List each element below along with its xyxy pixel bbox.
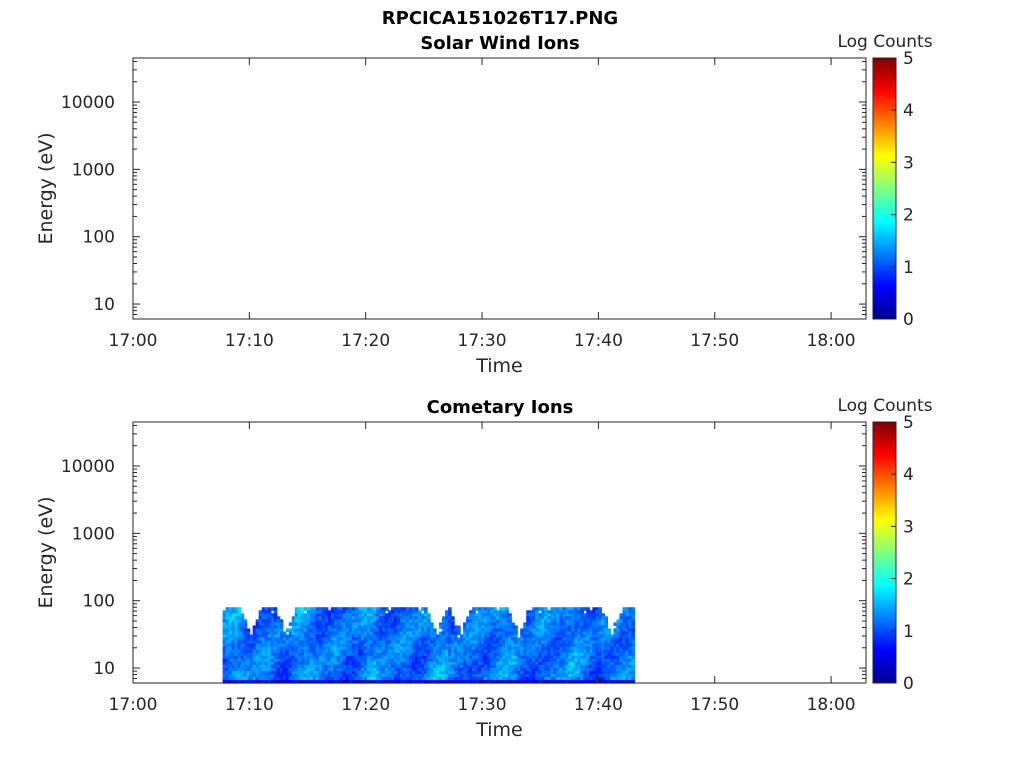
- colorbar-tick-label: 4: [903, 101, 914, 121]
- colorbar-tick-label: 0: [903, 674, 914, 694]
- colorbar-tick-label: 3: [903, 153, 914, 173]
- colorbar-tick-label: 5: [903, 49, 914, 69]
- y-tick-label: 1000: [72, 524, 115, 544]
- x-tick-label: 17:30: [458, 331, 507, 351]
- x-tick-label: 17:10: [225, 331, 274, 351]
- x-tick-label: 18:00: [807, 695, 856, 715]
- x-tick-label: 18:00: [807, 331, 856, 351]
- y-tick-label: 10: [93, 659, 115, 679]
- colorbar: [872, 421, 897, 684]
- panel-title: Cometary Ions: [427, 397, 574, 418]
- colorbar-tick-label: 2: [903, 206, 914, 226]
- colorbar-tick-label: 1: [903, 622, 914, 642]
- x-tick-label: 17:50: [690, 331, 739, 351]
- x-axis-label: Time: [475, 355, 523, 377]
- colorbar-tick-label: 0: [903, 310, 914, 330]
- x-tick-label: 17:00: [109, 695, 158, 715]
- colorbar-tick-label: 4: [903, 465, 914, 485]
- y-tick-label: 1000: [72, 160, 115, 180]
- x-tick-label: 17:00: [109, 331, 158, 351]
- plot-frame: [132, 57, 867, 320]
- heatmap-cells: [222, 607, 636, 684]
- x-tick-label: 17:30: [458, 695, 507, 715]
- y-tick-label: 100: [83, 228, 115, 248]
- colorbar-label: Log Counts: [837, 396, 932, 416]
- y-tick-label: 10000: [61, 93, 115, 113]
- x-tick-label: 17:20: [341, 331, 390, 351]
- x-tick-label: 17:10: [225, 695, 274, 715]
- colorbar: [872, 57, 897, 320]
- x-tick-label: 17:20: [341, 695, 390, 715]
- y-axis-label: Energy (eV): [35, 496, 57, 608]
- colorbar-tick-label: 5: [903, 413, 914, 433]
- y-tick-label: 100: [83, 592, 115, 612]
- x-tick-label: 17:50: [690, 695, 739, 715]
- colorbar-tick-label: 1: [903, 258, 914, 278]
- colorbar-tick-label: 2: [903, 570, 914, 590]
- figure-title: RPCICA151026T17.PNG: [382, 8, 618, 29]
- x-tick-label: 17:40: [574, 331, 623, 351]
- y-tick-label: 10: [93, 295, 115, 315]
- colorbar-tick-label: 3: [903, 517, 914, 537]
- y-axis-label: Energy (eV): [35, 132, 57, 244]
- panel-cometary: Cometary Ions 17:00 17:10 17:20 17:30 17:40 17…: [35, 396, 933, 741]
- panel-solar-wind: Solar Wind Ions 17:00 17:10 17:20 17:30 17:40…: [35, 32, 933, 377]
- y-tick-label: 10000: [61, 457, 115, 477]
- x-axis-label: Time: [475, 719, 523, 741]
- plot-frame: [132, 421, 867, 684]
- x-tick-label: 17:40: [574, 695, 623, 715]
- colorbar-label: Log Counts: [837, 32, 932, 52]
- panel-title: Solar Wind Ions: [420, 33, 579, 54]
